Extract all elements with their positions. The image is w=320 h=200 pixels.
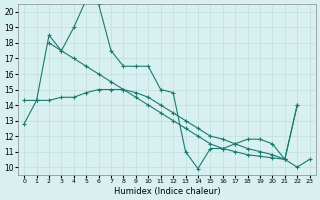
X-axis label: Humidex (Indice chaleur): Humidex (Indice chaleur) — [114, 187, 220, 196]
